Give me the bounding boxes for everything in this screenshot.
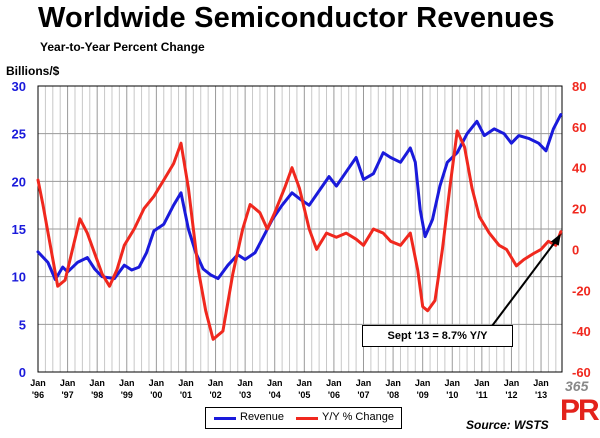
x-axis-tick-year: '06 — [328, 390, 340, 400]
annotation-arrow-head — [550, 233, 561, 246]
right-axis-tick-label: 0 — [572, 242, 579, 257]
left-axis-tick-label: 10 — [12, 270, 26, 285]
chart-title: Worldwide Semiconductor Revenues — [38, 2, 555, 34]
x-axis-tick-month: Jan — [30, 378, 46, 388]
watermark-number: 365 — [565, 378, 589, 394]
right-axis-tick-label: -20 — [572, 283, 591, 298]
x-axis-tick-year: '05 — [298, 390, 310, 400]
legend-yoy-label: Y/Y % Change — [322, 411, 394, 423]
x-axis-tick-year: '07 — [357, 390, 369, 400]
x-axis-tick-year: '09 — [417, 390, 429, 400]
x-axis-tick-year: '13 — [535, 390, 547, 400]
right-axis-tick-label: -40 — [572, 324, 591, 339]
left-axis-tick-label: 30 — [12, 79, 26, 94]
x-axis-tick-month: Jan — [267, 378, 283, 388]
left-axis-tick-label: 25 — [12, 127, 26, 142]
x-axis-tick-month: Jan — [208, 378, 224, 388]
watermark-logo: PR — [560, 394, 600, 427]
x-axis-tick-month: Jan — [504, 378, 520, 388]
chart-legend: Revenue Y/Y % Change — [205, 407, 402, 429]
x-axis-tick-year: '02 — [209, 390, 221, 400]
x-axis-tick-month: Jan — [178, 378, 194, 388]
legend-yoy-swatch — [296, 417, 318, 420]
x-axis-tick-year: '08 — [387, 390, 399, 400]
x-axis-tick-year: '99 — [121, 390, 133, 400]
x-axis-tick-month: Jan — [415, 378, 431, 388]
annotation-arrow-line — [491, 239, 558, 327]
x-axis-tick-year: '04 — [269, 390, 281, 400]
x-axis-tick-month: Jan — [60, 378, 76, 388]
left-axis-tick-label: 20 — [12, 174, 26, 189]
x-axis-tick-year: '00 — [150, 390, 162, 400]
plot-frame — [37, 85, 563, 373]
x-axis-tick-year: '11 — [476, 390, 488, 400]
x-axis-tick-month: Jan — [297, 378, 313, 388]
x-axis-tick-year: '12 — [505, 390, 517, 400]
chart-subtitle: Year-to-Year Percent Change — [40, 40, 205, 54]
x-axis-tick-month: Jan — [237, 378, 253, 388]
left-axis-tick-label: 15 — [12, 222, 26, 237]
x-axis-tick-month: Jan — [385, 378, 401, 388]
right-axis-tick-label: 20 — [572, 202, 586, 217]
x-axis-tick-year: '96 — [32, 390, 44, 400]
right-axis-tick-label: 80 — [572, 79, 586, 94]
annotation-callout: Sept '13 = 8.7% Y/Y — [362, 325, 513, 347]
right-axis-tick-label: -60 — [572, 365, 591, 380]
series-line-yoy — [36, 129, 563, 341]
x-axis-tick-year: '97 — [62, 390, 74, 400]
right-axis-tick-label: 60 — [572, 120, 586, 135]
left-axis-tick-label: 0 — [19, 365, 26, 380]
x-axis-tick-month: Jan — [533, 378, 549, 388]
x-axis-tick-month: Jan — [119, 378, 135, 388]
x-axis-tick-month: Jan — [474, 378, 490, 388]
source-note: Source: WSTS — [466, 418, 549, 432]
x-axis-tick-year: '98 — [91, 390, 103, 400]
x-axis-tick-month: Jan — [149, 378, 165, 388]
x-axis-tick-year: '03 — [239, 390, 251, 400]
left-axis-tick-label: 5 — [19, 317, 26, 332]
x-axis-tick-month: Jan — [89, 378, 105, 388]
x-axis-tick-month: Jan — [356, 378, 372, 388]
x-axis-tick-year: '01 — [180, 390, 192, 400]
left-axis-label: Billions/$ — [6, 64, 60, 78]
legend-revenue-swatch — [214, 417, 236, 420]
legend-revenue-label: Revenue — [240, 411, 285, 423]
x-axis-tick-month: Jan — [326, 378, 342, 388]
x-axis-tick-month: Jan — [445, 378, 461, 388]
right-axis-tick-label: 40 — [572, 161, 586, 176]
x-axis-tick-year: '10 — [446, 390, 458, 400]
